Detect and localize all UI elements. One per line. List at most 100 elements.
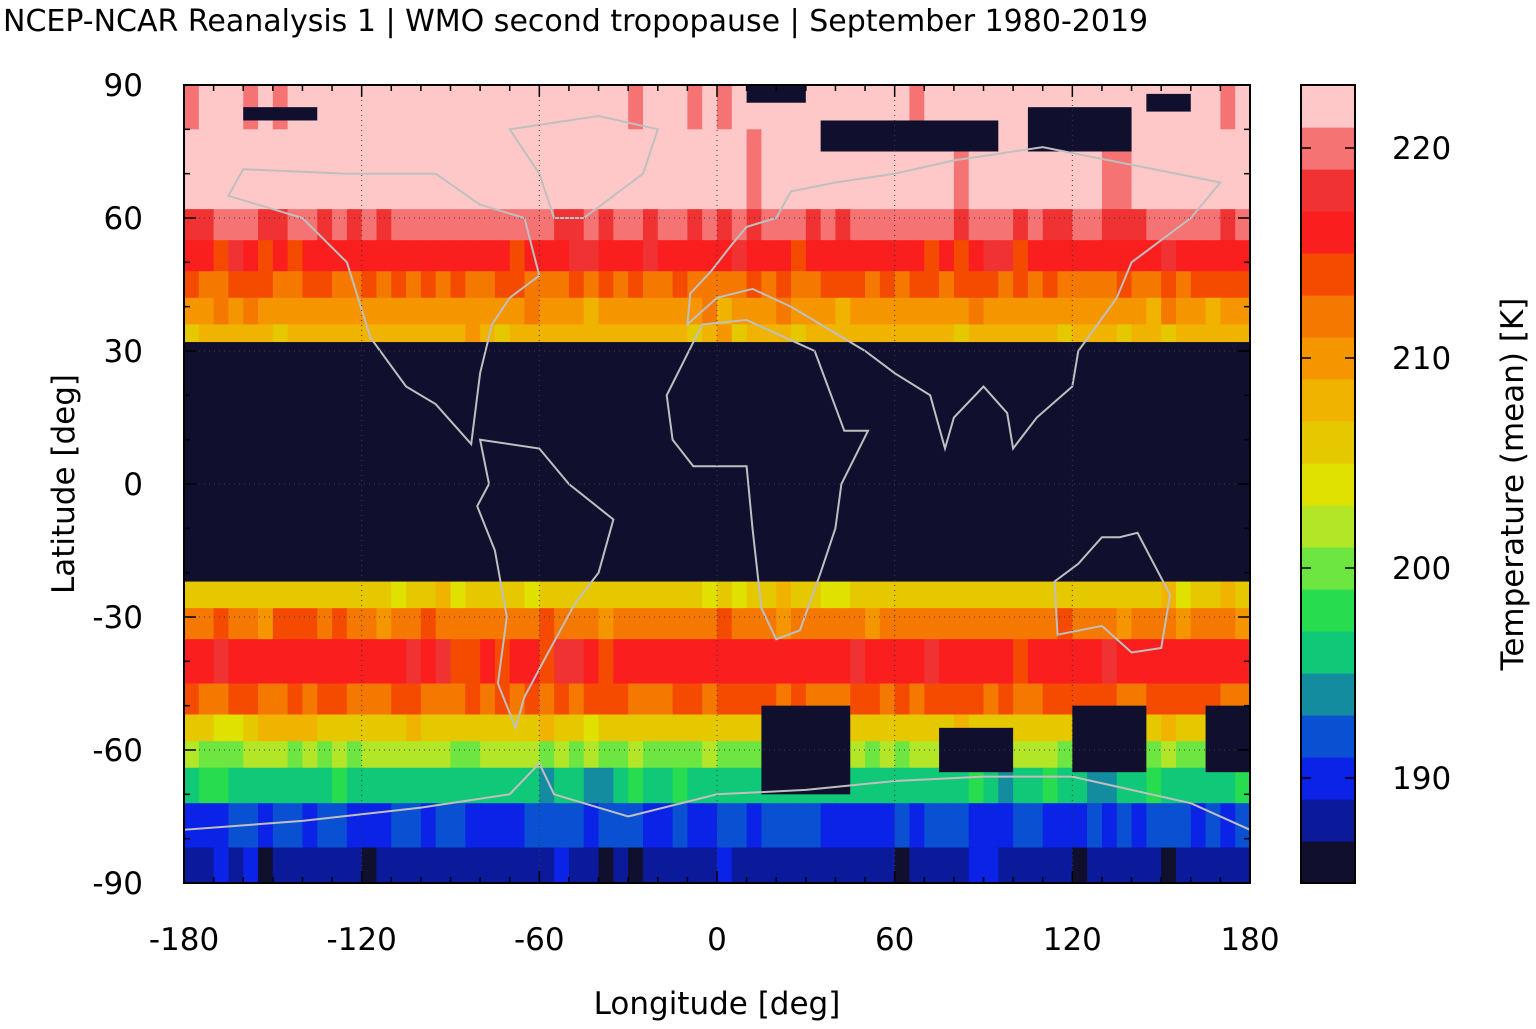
heatmap-cell — [1101, 581, 1118, 609]
heatmap-cell — [583, 271, 600, 299]
heatmap-cell — [1101, 639, 1118, 685]
heatmap-cell — [628, 803, 644, 849]
heatmap-cell — [1101, 803, 1118, 849]
heatmap-cell — [672, 297, 688, 325]
heatmap-cell — [924, 683, 940, 716]
heatmap-cell — [820, 324, 837, 343]
heatmap-cell — [879, 581, 896, 609]
heatmap-cell — [1190, 803, 1207, 849]
heatmap-cell — [983, 209, 999, 241]
grid-lines — [184, 85, 1250, 883]
missing-data-region — [1072, 705, 1147, 773]
heatmap-cell — [1235, 639, 1251, 685]
heatmap-cell — [731, 847, 748, 884]
heatmap-cell — [465, 297, 481, 325]
heatmap-cell — [1013, 803, 1029, 849]
heatmap-cell — [1235, 324, 1251, 343]
coastline — [665, 318, 870, 641]
heatmap-cell — [1042, 803, 1059, 849]
heatmap-cell — [968, 639, 985, 685]
heatmap-cell — [213, 683, 230, 716]
heatmap-cell — [850, 683, 866, 716]
heatmap-cell — [1161, 297, 1177, 325]
heatmap-cell — [391, 683, 407, 716]
heatmap-cell — [332, 129, 348, 210]
heatmap-cell — [494, 608, 511, 640]
heatmap-cell — [554, 324, 570, 343]
heatmap-cell — [1013, 240, 1029, 272]
heatmap-cell — [1072, 240, 1088, 272]
heatmap-cell — [1220, 240, 1236, 272]
heatmap-cell — [243, 271, 259, 299]
heatmap-cell — [1087, 271, 1103, 299]
heatmap-cell — [998, 85, 1014, 130]
heatmap-cell — [184, 297, 200, 325]
heatmap-cell — [1235, 129, 1251, 210]
heatmap-cell — [835, 803, 851, 849]
heatmap-cell — [820, 85, 837, 130]
heatmap-cell — [213, 639, 230, 685]
heatmap-cell — [761, 847, 777, 884]
heatmap-cell — [924, 297, 940, 325]
heatmap-cell — [509, 240, 526, 272]
heatmap-cell — [1205, 129, 1221, 210]
heatmap-cell — [687, 209, 703, 241]
heatmap-cell — [287, 847, 304, 884]
heatmap-cell — [287, 803, 304, 849]
heatmap-cell — [968, 683, 985, 716]
heatmap-cell — [568, 85, 585, 130]
heatmap-cell — [1101, 271, 1118, 299]
heatmap-cell — [672, 324, 688, 343]
heatmap-cell — [272, 803, 289, 849]
heatmap-cell — [1072, 847, 1088, 884]
heatmap-cell — [480, 608, 496, 640]
colorbar-segment — [1301, 841, 1355, 884]
heatmap-cell — [1146, 803, 1162, 849]
heatmap-cell — [1220, 85, 1236, 130]
heatmap-cell — [613, 209, 629, 241]
heatmap-cell — [1013, 741, 1029, 769]
heatmap-cell — [243, 581, 259, 609]
heatmap-cell — [865, 767, 881, 804]
heatmap-cell — [761, 129, 777, 210]
heatmap-cell — [1042, 741, 1059, 769]
heatmap-cell — [465, 639, 481, 685]
heatmap-cell — [376, 741, 392, 769]
heatmap-cell — [953, 639, 970, 685]
heatmap-cell — [420, 608, 437, 640]
heatmap-cell — [628, 608, 644, 640]
heatmap-cell — [776, 847, 792, 884]
heatmap-cell — [1146, 271, 1162, 299]
heatmap-cell — [1220, 608, 1236, 640]
heatmap-cell — [391, 714, 407, 742]
heatmap-cell — [361, 297, 378, 325]
heatmap-cell — [1175, 209, 1192, 241]
heatmap-cell — [568, 581, 585, 609]
heatmap-cell — [228, 741, 244, 769]
colorbar-label: Temperature (mean) [K] — [1495, 298, 1531, 672]
heatmap-cell — [613, 803, 629, 849]
heatmap-cell — [480, 129, 496, 210]
heatmap-cell — [1087, 608, 1103, 640]
heatmap-cell — [791, 847, 807, 884]
heatmap-cell — [198, 240, 215, 272]
heatmap-cell — [435, 639, 452, 685]
heatmap-cell — [702, 847, 718, 884]
heatmap-cell — [568, 741, 585, 769]
heatmap-cell — [642, 683, 659, 716]
heatmap-cell — [717, 271, 733, 299]
heatmap-cell — [1101, 847, 1118, 884]
heatmap-cell — [672, 209, 688, 241]
heatmap-cell — [1087, 639, 1103, 685]
missing-data-region — [939, 727, 1014, 773]
heatmap-cell — [376, 803, 392, 849]
heatmap-cell — [568, 714, 585, 742]
heatmap-cell — [761, 271, 777, 299]
heatmap-cell — [850, 209, 866, 241]
heatmap-cell — [228, 767, 244, 804]
heatmap-cell — [1027, 767, 1044, 804]
heatmap-cell — [1087, 297, 1103, 325]
heatmap-cell — [598, 581, 614, 609]
heatmap-cell — [865, 608, 881, 640]
heatmap-cell — [746, 741, 763, 769]
